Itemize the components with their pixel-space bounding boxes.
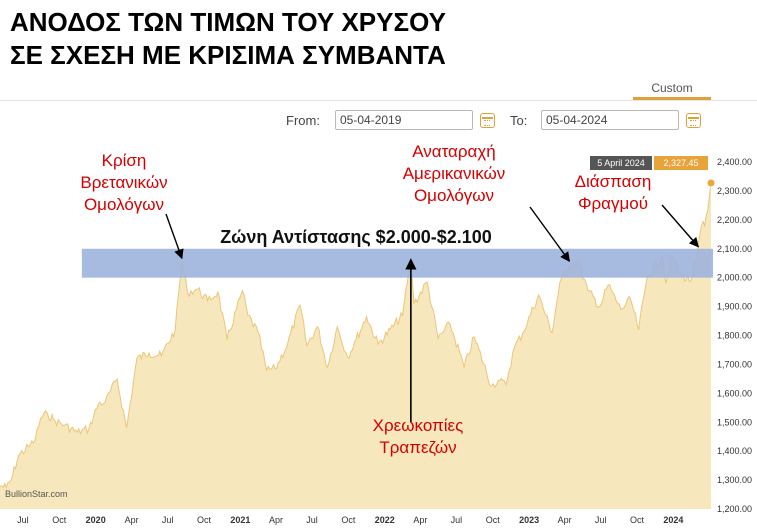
y-tick-label: 1,600.00 bbox=[717, 388, 752, 398]
annotation-text: Αμερικανικών bbox=[403, 164, 506, 183]
tooltip-date-bg bbox=[590, 156, 652, 170]
annotation-text: Αναταραχή bbox=[412, 142, 496, 161]
y-tick-label: 1,900.00 bbox=[717, 302, 752, 312]
annotation-text: Τραπεζών bbox=[379, 438, 456, 457]
x-tick-label: Apr bbox=[125, 515, 139, 525]
tooltip-value-bg bbox=[654, 156, 708, 170]
x-tick-label: Jul bbox=[595, 515, 607, 525]
x-tick-label: 2022 bbox=[375, 515, 395, 525]
annotation-text: Χρεωκοπίες bbox=[373, 416, 464, 435]
x-tick-label: Apr bbox=[413, 515, 427, 525]
price-tooltip: 5 April 2024 2,327.45 bbox=[590, 156, 708, 170]
annotation-arrow bbox=[529, 206, 571, 263]
resistance-zone bbox=[81, 248, 713, 278]
y-tick-label: 2,300.00 bbox=[717, 186, 752, 196]
annotation-text: Φραγμού bbox=[578, 194, 648, 213]
y-tick-label: 2,000.00 bbox=[717, 273, 752, 283]
title-line-1: ΑΝΟΔΟΣ ΤΩΝ ΤΙΜΩΝ ΤΟΥ ΧΡΥΣΟΥ bbox=[10, 7, 446, 37]
x-tick-label: Oct bbox=[52, 515, 67, 525]
x-tick-label: Oct bbox=[630, 515, 645, 525]
x-tick-label: Jul bbox=[306, 515, 318, 525]
watermark: BullionStar.com bbox=[5, 489, 68, 499]
resistance-zone-label: Ζώνη Αντίστασης $2.000-$2.100 bbox=[220, 227, 492, 247]
y-tick-label: 1,700.00 bbox=[717, 359, 752, 369]
x-axis: Jul Oct 2020 Apr Jul Oct 2021 Apr Jul Oct 2022 Apr J… bbox=[17, 515, 683, 525]
x-tick-label: Jul bbox=[162, 515, 174, 525]
x-tick-label: Apr bbox=[558, 515, 572, 525]
x-tick-label: 2020 bbox=[86, 515, 106, 525]
annotation-text: Διάσπαση bbox=[575, 172, 652, 191]
to-label: To: bbox=[510, 113, 528, 128]
annotation-arrow bbox=[165, 213, 184, 260]
chart-title: ΑΝΟΔΟΣ ΤΩΝ ΤΙΜΩΝ ΤΟΥ ΧΡΥΣΟΥ ΣΕ ΣΧΕΣΗ ΜΕ … bbox=[10, 6, 530, 72]
y-tick-label: 2,100.00 bbox=[717, 244, 752, 254]
x-tick-label: Oct bbox=[197, 515, 212, 525]
x-tick-label: Jul bbox=[17, 515, 29, 525]
y-tick-label: 1,300.00 bbox=[717, 475, 752, 485]
y-tick-label: 1,200.00 bbox=[717, 504, 752, 514]
tooltip-date: 5 April 2024 bbox=[597, 158, 645, 168]
y-tick-label: 1,500.00 bbox=[717, 417, 752, 427]
x-tick-label: Oct bbox=[486, 515, 501, 525]
annotation-text: Ομολόγων bbox=[414, 186, 494, 205]
from-label: From: bbox=[286, 113, 320, 128]
y-tick-label: 2,200.00 bbox=[717, 215, 752, 225]
last-price-marker bbox=[706, 178, 716, 188]
y-axis: 1,200.00 1,300.00 1,400.00 1,500.00 1,600.00… bbox=[717, 157, 752, 514]
annotation-arrow bbox=[661, 204, 699, 248]
to-date-input[interactable] bbox=[541, 110, 679, 130]
price-area bbox=[0, 183, 711, 509]
x-tick-label: 2021 bbox=[230, 515, 250, 525]
calendar-icon[interactable] bbox=[480, 113, 495, 128]
calendar-icon[interactable] bbox=[686, 113, 701, 128]
title-line-2: ΣΕ ΣΧΕΣΗ ΜΕ ΚΡΙΣΙΜΑ ΣΥΜΒΑΝΤΑ bbox=[10, 40, 446, 70]
annotations: Κρίση Βρετανικών Ομολόγων Χρεωκοπίες Τραπεζώ… bbox=[80, 142, 699, 457]
y-tick-label: 1,400.00 bbox=[717, 446, 752, 456]
price-line bbox=[0, 182, 712, 489]
annotation-text: Βρετανικών bbox=[80, 173, 167, 192]
annotation-text: Κρίση bbox=[102, 151, 147, 170]
from-date-input[interactable] bbox=[335, 110, 473, 130]
tab-custom[interactable]: Custom bbox=[633, 78, 711, 100]
x-tick-label: 2024 bbox=[663, 515, 683, 525]
x-tick-label: Oct bbox=[341, 515, 356, 525]
y-tick-label: 1,800.00 bbox=[717, 331, 752, 341]
tooltip-value: 2,327.45 bbox=[663, 158, 698, 168]
header-divider bbox=[0, 100, 757, 101]
x-tick-label: Jul bbox=[451, 515, 463, 525]
x-tick-label: Apr bbox=[269, 515, 283, 525]
x-tick-label: 2023 bbox=[519, 515, 539, 525]
y-tick-label: 2,400.00 bbox=[717, 157, 752, 167]
annotation-text: Ομολόγων bbox=[84, 195, 164, 214]
